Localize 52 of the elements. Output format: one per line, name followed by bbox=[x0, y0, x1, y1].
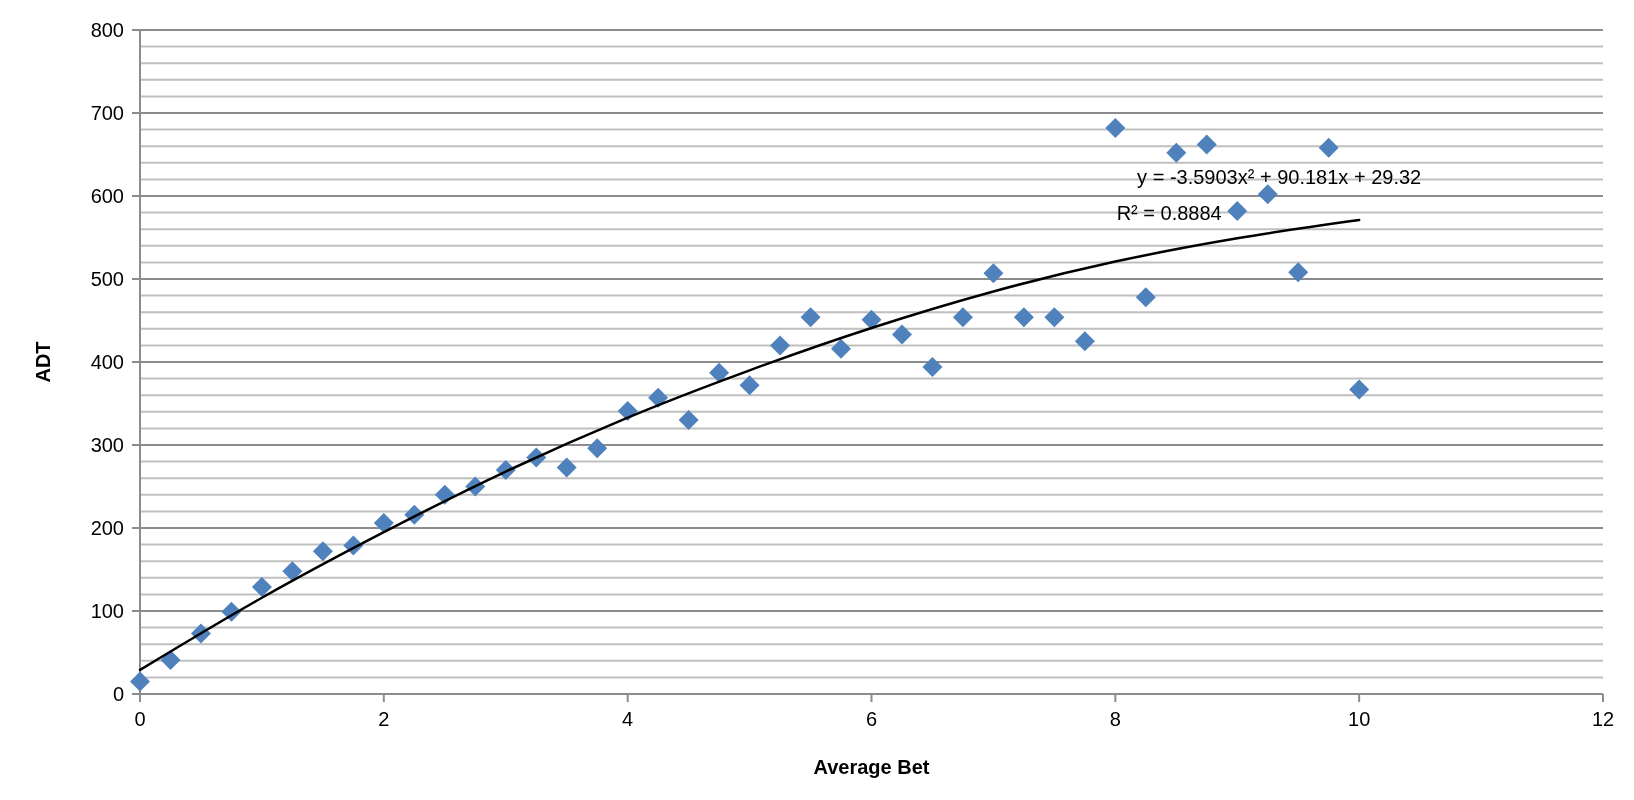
point bbox=[739, 375, 760, 396]
y-tick-label: 600 bbox=[90, 185, 124, 207]
x-tick-label: 2 bbox=[378, 708, 390, 730]
point bbox=[160, 649, 181, 670]
point bbox=[1074, 331, 1095, 352]
point bbox=[861, 309, 882, 330]
point bbox=[1288, 262, 1309, 283]
point bbox=[1105, 117, 1126, 138]
y-tick-label: 800 bbox=[90, 19, 124, 41]
x-tick-label: 6 bbox=[865, 708, 878, 730]
point bbox=[1013, 307, 1034, 328]
y-tick-label: 200 bbox=[90, 517, 124, 539]
point bbox=[1196, 134, 1217, 155]
y-tick-label: 0 bbox=[112, 683, 124, 705]
point bbox=[587, 438, 608, 459]
point bbox=[1166, 142, 1187, 163]
point bbox=[922, 356, 943, 377]
point bbox=[130, 671, 150, 692]
y-tick-label: 500 bbox=[90, 268, 124, 290]
x-axis-title: Average Bet bbox=[813, 756, 930, 778]
point bbox=[1135, 287, 1156, 308]
point bbox=[983, 263, 1004, 284]
point bbox=[1227, 200, 1248, 221]
y-axis-title: ADT bbox=[32, 341, 54, 383]
point bbox=[373, 513, 394, 534]
point bbox=[556, 457, 577, 478]
point bbox=[800, 307, 821, 328]
y-tick-label: 700 bbox=[90, 102, 124, 124]
point bbox=[1349, 379, 1370, 400]
x-tick-label: 10 bbox=[1348, 708, 1371, 730]
point bbox=[770, 335, 791, 356]
point bbox=[1318, 137, 1339, 158]
point bbox=[312, 541, 333, 562]
point bbox=[648, 387, 669, 408]
y-tick-label: 300 bbox=[90, 434, 124, 456]
y-tick-label: 400 bbox=[90, 351, 124, 373]
annotation: R² = 0.8884 bbox=[1116, 202, 1222, 225]
point bbox=[831, 338, 852, 359]
point bbox=[251, 576, 272, 597]
y-tick-label: 100 bbox=[90, 600, 124, 622]
x-tick-label: 12 bbox=[1591, 708, 1615, 730]
point bbox=[891, 324, 912, 345]
point bbox=[709, 362, 730, 383]
point bbox=[282, 561, 303, 582]
point bbox=[952, 307, 973, 328]
x-tick-label: 0 bbox=[134, 708, 146, 730]
point bbox=[678, 410, 699, 431]
point bbox=[1257, 184, 1278, 205]
x-tick-label: 4 bbox=[622, 708, 634, 730]
point bbox=[1044, 307, 1065, 328]
x-tick-label: 8 bbox=[1109, 708, 1121, 730]
annotation: y = -3.5903x² + 90.181x + 29.32 bbox=[1137, 166, 1422, 189]
